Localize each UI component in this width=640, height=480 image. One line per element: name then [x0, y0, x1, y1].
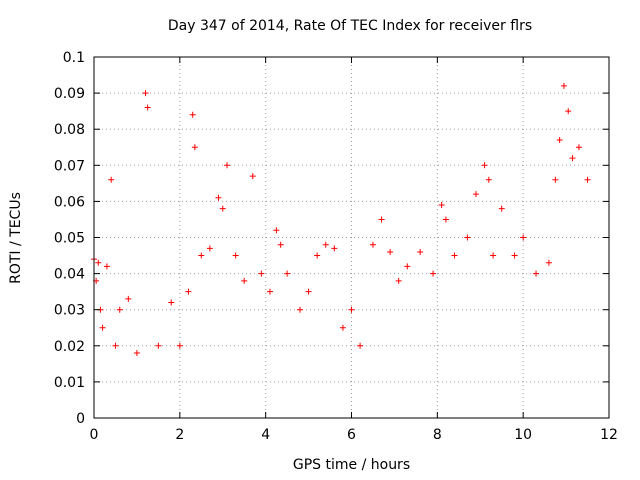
data-point: [442, 216, 449, 223]
data-point: [378, 216, 385, 223]
data-point: [305, 288, 312, 295]
data-point: [387, 248, 394, 255]
y-tick-label: 0.08: [54, 122, 85, 138]
data-point: [232, 252, 239, 259]
data-point: [144, 104, 151, 111]
y-tick-label: 0.05: [54, 231, 85, 247]
data-point: [369, 241, 376, 248]
data-point: [284, 270, 291, 277]
x-tick-label: 6: [347, 427, 356, 443]
data-point: [125, 295, 132, 302]
data-point: [485, 176, 492, 183]
chart-title: Day 347 of 2014, Rate Of TEC Index for r…: [167, 18, 533, 34]
data-point: [206, 245, 213, 252]
data-point: [99, 324, 106, 331]
data-point: [215, 194, 222, 201]
data-point: [168, 299, 175, 306]
data-point: [472, 191, 479, 198]
x-tick-label: 10: [514, 427, 532, 443]
data-point: [314, 252, 321, 259]
data-points: [91, 82, 591, 357]
data-point: [273, 227, 280, 234]
data-point: [404, 263, 411, 270]
data-point: [198, 252, 205, 259]
data-point: [133, 350, 140, 357]
data-point: [103, 263, 110, 270]
data-point: [565, 108, 572, 115]
data-point: [322, 241, 329, 248]
data-point: [219, 205, 226, 212]
x-tick-label: 0: [90, 427, 99, 443]
data-point: [108, 176, 115, 183]
data-point: [481, 162, 488, 169]
y-tick-label: 0.02: [54, 339, 85, 355]
data-point: [545, 259, 552, 266]
data-point: [556, 137, 563, 144]
data-point: [395, 277, 402, 284]
data-point: [584, 176, 591, 183]
data-point: [297, 306, 303, 313]
data-point: [258, 270, 265, 277]
data-point: [575, 144, 582, 151]
data-point: [116, 306, 123, 313]
data-point: [357, 342, 364, 349]
data-point: [511, 252, 518, 259]
y-tick-label: 0.09: [54, 86, 85, 102]
data-point: [224, 162, 231, 169]
y-tick-label: 0: [76, 411, 85, 427]
y-tick-label: 0.06: [54, 194, 85, 210]
x-tick-label: 2: [175, 427, 184, 443]
data-point: [331, 245, 338, 252]
data-point: [266, 288, 273, 295]
x-tick-label: 12: [600, 427, 618, 443]
data-point: [560, 82, 567, 89]
data-point: [533, 270, 540, 277]
data-point: [185, 288, 192, 295]
data-point: [241, 277, 248, 284]
x-tick-label: 4: [261, 427, 270, 443]
data-point: [417, 248, 424, 255]
data-point: [498, 205, 505, 212]
y-tick-label: 0.04: [54, 267, 85, 283]
y-tick-label: 0.1: [63, 50, 85, 66]
x-axis-label: GPS time / hours: [292, 457, 411, 473]
data-point: [142, 90, 149, 97]
data-point: [112, 342, 119, 349]
data-point: [451, 252, 458, 259]
data-point: [249, 173, 256, 180]
data-point: [339, 324, 346, 331]
data-point: [520, 234, 527, 241]
data-point: [490, 252, 497, 259]
data-point: [176, 342, 183, 349]
data-point: [464, 234, 471, 241]
data-point: [438, 202, 445, 209]
data-point: [277, 241, 284, 248]
grid-lines: [94, 57, 609, 418]
data-point: [155, 342, 162, 349]
data-point: [191, 144, 198, 151]
data-point: [95, 259, 102, 266]
data-point: [569, 155, 576, 162]
y-tick-label: 0.03: [54, 303, 85, 319]
axis-ticks: 0 2 4 6 8 10 12 0 0.01 0.02 0.03 0.04 0.05 0.06 0.07 0.…: [54, 50, 618, 443]
x-tick-label: 8: [433, 427, 442, 443]
y-tick-label: 0.01: [54, 375, 85, 391]
data-point: [430, 270, 437, 277]
y-tick-label: 0.07: [54, 158, 85, 174]
data-point: [552, 176, 559, 183]
y-axis-label: ROTI / TECUs: [8, 192, 24, 284]
data-point: [348, 306, 355, 313]
data-point: [189, 111, 196, 118]
